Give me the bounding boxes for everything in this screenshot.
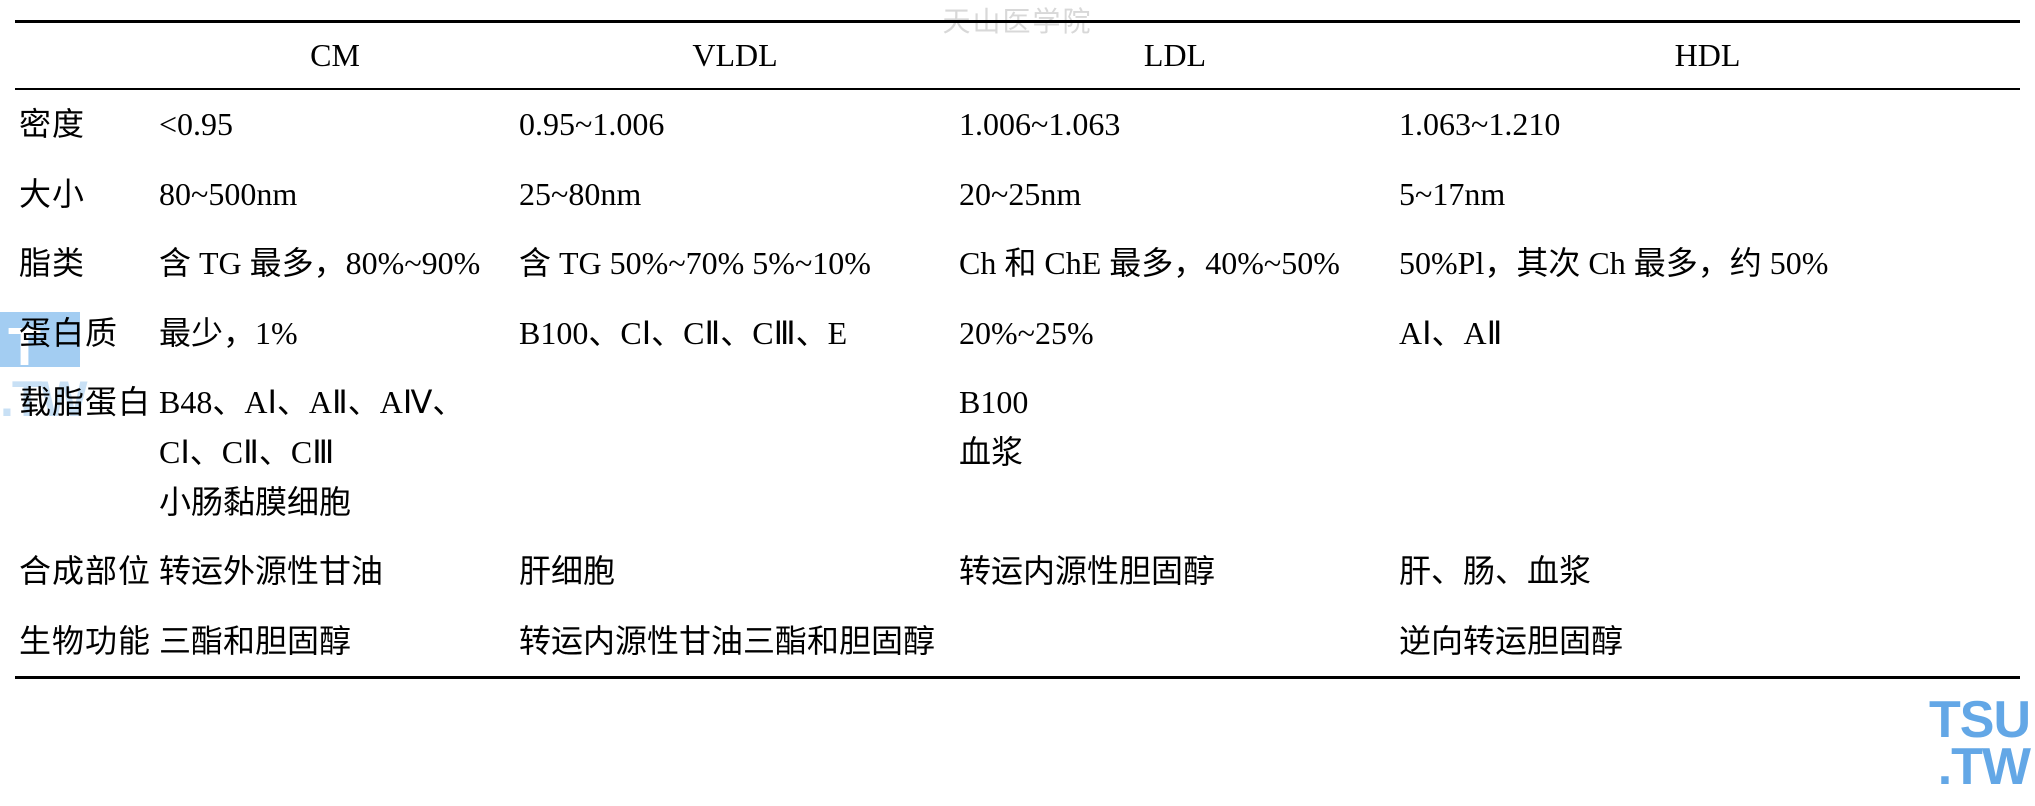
- cell-density-hdl: 1.063~1.210: [1395, 89, 2020, 160]
- cell-density-cm: <0.95: [155, 89, 515, 160]
- cell-syn-cm: 转运外源性甘油: [155, 537, 515, 607]
- table-header-row: CM VLDL LDL HDL: [15, 22, 2020, 90]
- row-head-synthesis: 合成部位: [15, 537, 155, 607]
- cell-size-hdl: 5~17nm: [1395, 160, 2020, 230]
- table-row: 脂类 含 TG 最多，80%~90% 含 TG 50%~70% 5%~10% C…: [15, 229, 2020, 299]
- cell-lipids-ldl: Ch 和 ChE 最多，40%~50%: [955, 229, 1395, 299]
- cell-lipids-cm: 含 TG 最多，80%~90%: [155, 229, 515, 299]
- col-header-blank: [15, 22, 155, 90]
- row-head-apolipoprotein: 载脂蛋白: [15, 368, 155, 537]
- lipoprotein-table-container: CM VLDL LDL HDL 密度 <0.95 0.95~1.006 1.00…: [0, 0, 2035, 679]
- table-row: 密度 <0.95 0.95~1.006 1.006~1.063 1.063~1.…: [15, 89, 2020, 160]
- table-row: 载脂蛋白 B48、AⅠ、AⅡ、AⅣ、CⅠ、CⅡ、CⅢ小肠黏膜细胞 B100血浆: [15, 368, 2020, 537]
- cell-apo-ldl: B100血浆: [955, 368, 1395, 537]
- row-head-protein: 蛋白质: [15, 299, 155, 369]
- cell-fn-ldl: [955, 607, 1395, 678]
- col-header-hdl: HDL: [1395, 22, 2020, 90]
- table-row: 大小 80~500nm 25~80nm 20~25nm 5~17nm: [15, 160, 2020, 230]
- cell-protein-vldl: B100、CⅠ、CⅡ、CⅢ、E: [515, 299, 955, 369]
- cell-fn-cm: 三酯和胆固醇: [155, 607, 515, 678]
- table-row: 蛋白质 最少，1% B100、CⅠ、CⅡ、CⅢ、E 20%~25% AⅠ、AⅡ: [15, 299, 2020, 369]
- cell-density-vldl: 0.95~1.006: [515, 89, 955, 160]
- cell-syn-vldl: 肝细胞: [515, 537, 955, 607]
- cell-fn-hdl: 逆向转运胆固醇: [1395, 607, 2020, 678]
- cell-size-cm: 80~500nm: [155, 160, 515, 230]
- watermark-right-tw: .TW: [1929, 744, 2030, 791]
- col-header-ldl: LDL: [955, 22, 1395, 90]
- cell-apo-hdl: [1395, 368, 2020, 537]
- cell-protein-cm: 最少，1%: [155, 299, 515, 369]
- row-head-size: 大小: [15, 160, 155, 230]
- cell-lipids-vldl: 含 TG 50%~70% 5%~10%: [515, 229, 955, 299]
- cell-size-vldl: 25~80nm: [515, 160, 955, 230]
- cell-apo-cm: B48、AⅠ、AⅡ、AⅣ、CⅠ、CⅡ、CⅢ小肠黏膜细胞: [155, 368, 515, 537]
- cell-protein-ldl: 20%~25%: [955, 299, 1395, 369]
- cell-density-ldl: 1.006~1.063: [955, 89, 1395, 160]
- table-body: 密度 <0.95 0.95~1.006 1.006~1.063 1.063~1.…: [15, 89, 2020, 678]
- cell-protein-hdl: AⅠ、AⅡ: [1395, 299, 2020, 369]
- cell-apo-vldl: [515, 368, 955, 537]
- col-header-cm: CM: [155, 22, 515, 90]
- table-row: 生物功能 三酯和胆固醇 转运内源性甘油三酯和胆固醇 逆向转运胆固醇: [15, 607, 2020, 678]
- watermark-right-tsu: TSU: [1929, 697, 2030, 744]
- row-head-lipids: 脂类: [15, 229, 155, 299]
- watermark-right-badge: TSU .TW: [1929, 697, 2030, 791]
- cell-syn-hdl: 肝、肠、血浆: [1395, 537, 2020, 607]
- col-header-vldl: VLDL: [515, 22, 955, 90]
- cell-lipids-hdl: 50%Pl，其次 Ch 最多，约 50%: [1395, 229, 2020, 299]
- lipoprotein-table: CM VLDL LDL HDL 密度 <0.95 0.95~1.006 1.00…: [15, 20, 2020, 679]
- table-row: 合成部位 转运外源性甘油 肝细胞 转运内源性胆固醇 肝、肠、血浆: [15, 537, 2020, 607]
- cell-syn-ldl: 转运内源性胆固醇: [955, 537, 1395, 607]
- row-head-density: 密度: [15, 89, 155, 160]
- row-head-function: 生物功能: [15, 607, 155, 678]
- cell-fn-vldl: 转运内源性甘油三酯和胆固醇: [515, 607, 955, 678]
- cell-size-ldl: 20~25nm: [955, 160, 1395, 230]
